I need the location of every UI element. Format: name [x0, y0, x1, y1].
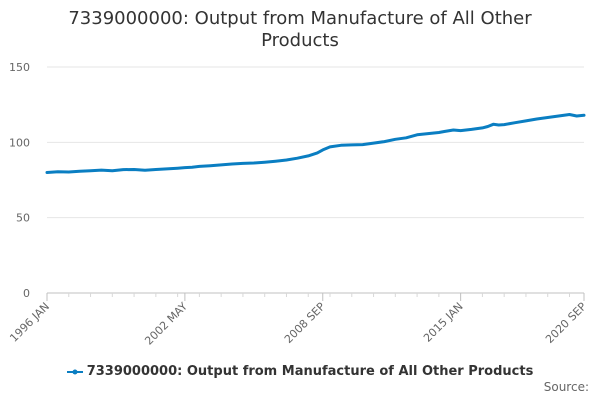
grid-layer	[47, 66, 584, 294]
legend[interactable]: 7339000000: Output from Manufacture of A…	[0, 364, 600, 379]
y-tick-label: 0	[23, 287, 30, 300]
y-tick-label: 100	[9, 136, 30, 149]
x-tick-label: 2020 SEP	[543, 300, 589, 346]
y-tick-label: 50	[16, 212, 30, 225]
axis-layer: 0 50 100 150 1996 JAN 2002 MAY 2008 SEP 2015 JA…	[7, 61, 589, 348]
source-credit: Source:	[543, 380, 589, 394]
chart-title: 7339000000: Output from Manufacture of A…	[68, 8, 532, 51]
series-line	[45, 113, 586, 174]
series-layer	[45, 113, 586, 174]
x-tick-label: 1996 JAN	[7, 300, 52, 345]
x-tick-label: 2015 JAN	[421, 300, 466, 345]
legend-label: 7339000000: Output from Manufacture of A…	[86, 364, 534, 379]
legend-marker-icon	[66, 369, 83, 374]
y-tick-label: 150	[9, 61, 30, 74]
x-tick-label: 2002 MAY	[142, 300, 190, 348]
x-tick-label: 2008 SEP	[282, 300, 328, 346]
